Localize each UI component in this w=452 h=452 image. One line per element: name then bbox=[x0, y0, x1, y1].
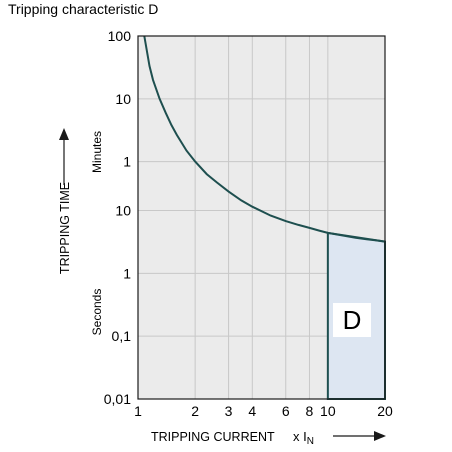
y-tick-label: 0,01 bbox=[104, 391, 131, 407]
x-axis-title: TRIPPING CURRENT bbox=[151, 430, 275, 444]
y-tick-label: 100 bbox=[108, 28, 132, 44]
y-tick-label: 1 bbox=[123, 265, 131, 281]
x-axis-arrowhead bbox=[374, 431, 386, 441]
x-tick-label: 8 bbox=[306, 403, 314, 419]
plot-frame bbox=[137, 35, 386, 400]
y-tick-label: 0,1 bbox=[112, 328, 132, 344]
x-tick-label: 3 bbox=[225, 403, 233, 419]
y-unit-seconds: Seconds bbox=[90, 289, 104, 336]
tripping-curve bbox=[143, 35, 386, 243]
y-axis-title: TRIPPING TIME bbox=[58, 182, 72, 274]
x-tick-label: 20 bbox=[377, 403, 393, 419]
x-tick-label: 6 bbox=[282, 403, 290, 419]
y-tick-labels: 100 10 1 10 1 0,1 0,01 bbox=[104, 28, 131, 407]
zone-label: D bbox=[343, 305, 362, 335]
zone-label-box bbox=[333, 303, 371, 337]
y-axis-arrowhead bbox=[59, 128, 69, 140]
y-tick-label: 1 bbox=[123, 154, 131, 170]
x-tick-label: 4 bbox=[248, 403, 256, 419]
y-tick-label: 10 bbox=[115, 91, 131, 107]
x-tick-label: 1 bbox=[134, 403, 142, 419]
y-unit-minutes: Minutes bbox=[90, 131, 104, 173]
x-tick-label: 10 bbox=[320, 403, 336, 419]
x-tick-label: 2 bbox=[191, 403, 199, 419]
x-axis-unit: x IN bbox=[293, 429, 314, 447]
chart-title: Tripping characteristic D bbox=[8, 1, 158, 17]
x-tick-labels: 1 2 3 4 6 8 10 20 bbox=[134, 403, 393, 419]
y-tick-label: 10 bbox=[115, 203, 131, 219]
